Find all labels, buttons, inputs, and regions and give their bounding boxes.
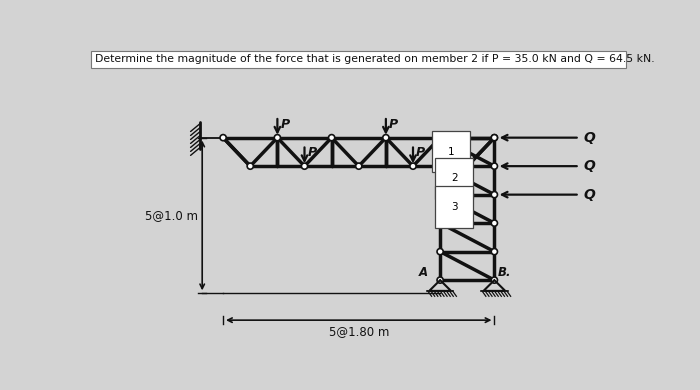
Circle shape xyxy=(491,135,498,141)
Circle shape xyxy=(437,277,443,283)
Circle shape xyxy=(491,135,498,141)
Circle shape xyxy=(302,163,307,169)
Text: 5@1.0 m: 5@1.0 m xyxy=(146,209,198,222)
Circle shape xyxy=(356,163,362,169)
Text: Q: Q xyxy=(584,188,595,202)
Circle shape xyxy=(410,163,416,169)
Text: P: P xyxy=(281,118,290,131)
Circle shape xyxy=(220,135,226,141)
Circle shape xyxy=(437,135,443,141)
Text: 2: 2 xyxy=(451,174,457,183)
Text: B.: B. xyxy=(498,266,511,278)
Circle shape xyxy=(247,163,253,169)
Circle shape xyxy=(328,135,335,141)
Circle shape xyxy=(437,248,443,255)
Circle shape xyxy=(491,277,498,283)
Circle shape xyxy=(491,191,498,198)
Circle shape xyxy=(274,135,281,141)
Circle shape xyxy=(491,220,498,226)
Circle shape xyxy=(437,135,443,141)
Circle shape xyxy=(437,191,443,198)
Text: A: A xyxy=(419,266,428,278)
Text: Q: Q xyxy=(584,131,595,145)
Text: 5@1.80 m: 5@1.80 m xyxy=(328,325,389,338)
Text: Determine the magnitude of the force that is generated on member 2 if P = 35.0 k: Determine the magnitude of the force tha… xyxy=(95,54,655,64)
Text: Q: Q xyxy=(584,159,595,173)
Circle shape xyxy=(491,163,498,169)
Circle shape xyxy=(383,135,389,141)
Circle shape xyxy=(491,248,498,255)
Circle shape xyxy=(437,163,443,169)
Circle shape xyxy=(464,163,470,169)
Circle shape xyxy=(437,220,443,226)
Text: 3: 3 xyxy=(451,202,457,212)
Text: P: P xyxy=(389,118,398,131)
Text: P: P xyxy=(416,146,425,159)
Text: 1: 1 xyxy=(448,147,454,156)
FancyBboxPatch shape xyxy=(92,51,626,67)
Text: P: P xyxy=(307,146,316,159)
